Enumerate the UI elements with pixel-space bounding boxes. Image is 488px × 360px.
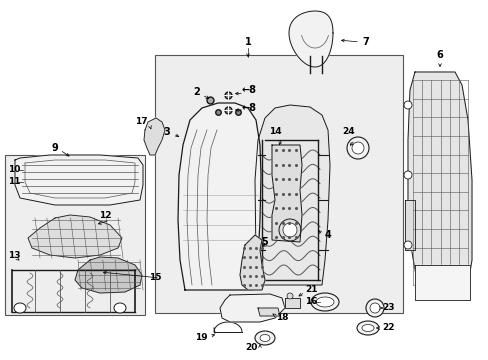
Text: 5: 5 <box>261 237 267 247</box>
Text: 17: 17 <box>135 117 148 126</box>
Text: 7: 7 <box>361 37 368 47</box>
Polygon shape <box>258 308 280 316</box>
Polygon shape <box>178 103 261 290</box>
Text: 9: 9 <box>52 143 58 153</box>
Polygon shape <box>75 257 142 293</box>
Text: 22: 22 <box>381 324 394 333</box>
Polygon shape <box>271 145 302 242</box>
Ellipse shape <box>286 293 292 299</box>
Polygon shape <box>254 105 329 285</box>
Polygon shape <box>414 265 469 300</box>
Text: ←8: ←8 <box>242 85 257 95</box>
Polygon shape <box>404 200 414 250</box>
Text: 6: 6 <box>436 50 443 60</box>
Text: 23: 23 <box>381 303 394 312</box>
Text: 2: 2 <box>193 87 200 97</box>
Text: 10: 10 <box>8 166 20 175</box>
Ellipse shape <box>279 219 301 241</box>
Bar <box>155 55 402 313</box>
Polygon shape <box>285 298 299 308</box>
Ellipse shape <box>403 241 411 249</box>
Ellipse shape <box>283 223 296 237</box>
Polygon shape <box>28 215 122 258</box>
Polygon shape <box>407 72 471 298</box>
Text: 11: 11 <box>8 177 20 186</box>
Polygon shape <box>220 294 285 322</box>
Ellipse shape <box>365 299 383 317</box>
Ellipse shape <box>403 101 411 109</box>
Ellipse shape <box>403 171 411 179</box>
Text: 14: 14 <box>269 127 282 136</box>
Ellipse shape <box>310 293 338 311</box>
Text: 15: 15 <box>149 274 162 283</box>
Text: 13: 13 <box>8 251 20 260</box>
Polygon shape <box>15 155 142 205</box>
Polygon shape <box>288 11 332 67</box>
Text: 4: 4 <box>325 230 331 240</box>
Text: 19: 19 <box>195 333 207 342</box>
Text: 24: 24 <box>342 127 354 136</box>
Ellipse shape <box>254 331 274 345</box>
Ellipse shape <box>361 324 373 332</box>
Ellipse shape <box>315 297 333 307</box>
Ellipse shape <box>369 303 379 313</box>
Text: 20: 20 <box>245 343 258 352</box>
Ellipse shape <box>351 142 363 154</box>
Text: 21: 21 <box>305 285 317 294</box>
Polygon shape <box>240 235 264 290</box>
Polygon shape <box>143 118 164 155</box>
Text: 16: 16 <box>305 297 317 306</box>
Text: 1: 1 <box>244 37 251 47</box>
Ellipse shape <box>260 334 269 342</box>
Text: ←8: ←8 <box>242 103 257 113</box>
Ellipse shape <box>346 137 368 159</box>
Ellipse shape <box>114 303 126 313</box>
Text: 3: 3 <box>163 127 170 137</box>
Text: 12: 12 <box>99 211 112 220</box>
Bar <box>5 155 145 315</box>
Text: 18: 18 <box>275 314 288 323</box>
Ellipse shape <box>356 321 378 335</box>
Ellipse shape <box>14 303 26 313</box>
